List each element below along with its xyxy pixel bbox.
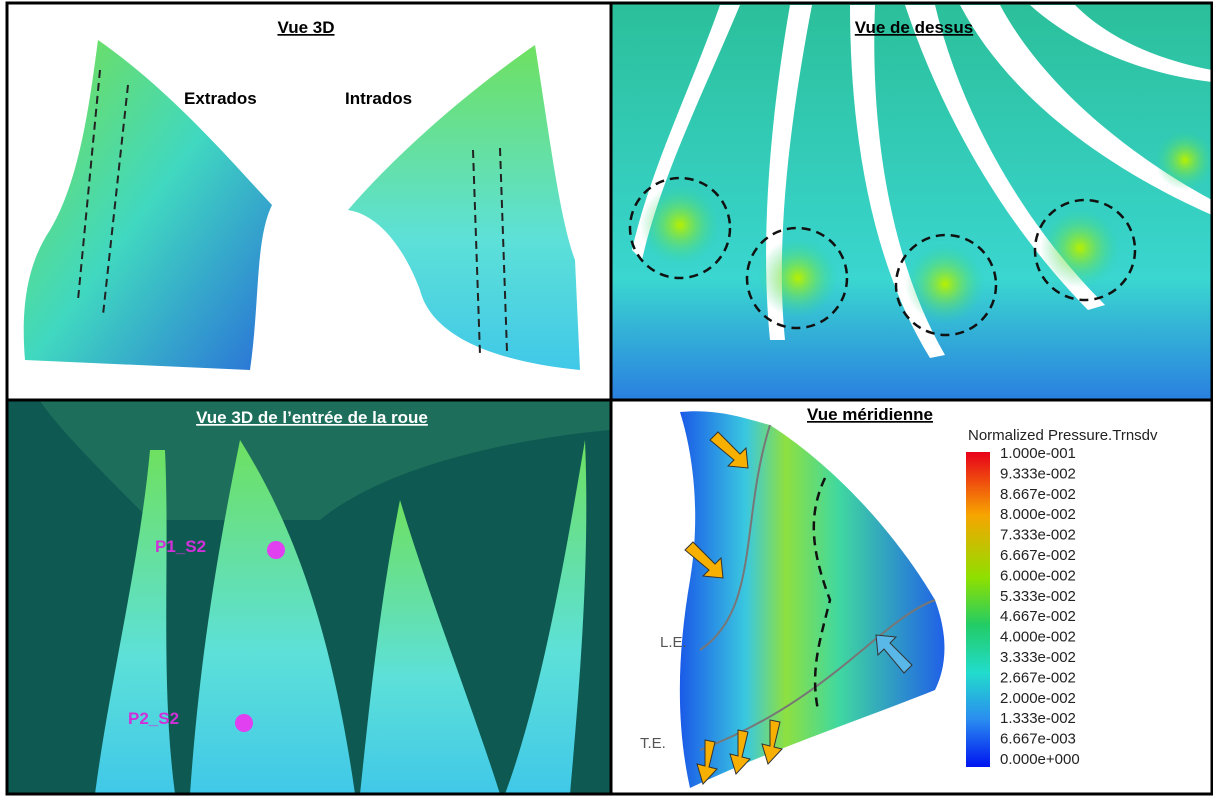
frame bbox=[5, 1, 1213, 796]
panel-title: Vue 3D de l’entrée de la roue bbox=[196, 408, 428, 427]
colorbar-label: 6.667e-002 bbox=[1000, 547, 1076, 564]
panel-title: Vue de dessus bbox=[855, 18, 973, 37]
meridional-view bbox=[679, 411, 945, 788]
panel-title: Vue méridienne bbox=[807, 405, 933, 424]
hot-spots bbox=[640, 130, 1213, 324]
dashed-line bbox=[812, 477, 832, 711]
colorbar-label: 1.333e-002 bbox=[1000, 710, 1076, 727]
label: Intrados bbox=[345, 89, 412, 108]
colorbar-label: 7.333e-002 bbox=[1000, 527, 1076, 544]
probe bbox=[235, 714, 253, 732]
arrows bbox=[684, 431, 783, 785]
colorbar-label: 9.333e-002 bbox=[1000, 465, 1076, 482]
edges bbox=[699, 424, 936, 751]
colorbar bbox=[966, 452, 990, 767]
dashed-circles bbox=[628, 176, 1137, 337]
colorbar-label: 5.333e-002 bbox=[1000, 588, 1076, 605]
blades bbox=[95, 440, 587, 794]
colorbar-label: 4.000e-002 bbox=[1000, 629, 1076, 646]
colorbar-label: 6.667e-003 bbox=[1000, 731, 1076, 748]
arrow bbox=[875, 634, 913, 674]
colorbar-label: 0.000e+000 bbox=[1000, 751, 1080, 768]
colorbar-label: 2.000e-002 bbox=[1000, 690, 1076, 707]
colorbar-label: 1.000e-001 bbox=[1000, 445, 1076, 462]
panel-title: Vue 3D bbox=[277, 18, 334, 37]
label: P1_S2 bbox=[155, 537, 206, 556]
hub bbox=[40, 401, 610, 520]
label: T.E. bbox=[640, 735, 666, 752]
blade-extrados bbox=[23, 40, 272, 370]
colorbar-label: 6.000e-002 bbox=[1000, 567, 1076, 584]
colorbar-label: 8.667e-002 bbox=[1000, 486, 1076, 503]
colorbar-label: 2.667e-002 bbox=[1000, 669, 1076, 686]
dashed-lines bbox=[77, 69, 508, 356]
blade-intrados bbox=[348, 45, 580, 370]
label: P2_S2 bbox=[128, 709, 179, 728]
label: L.E. bbox=[660, 634, 687, 651]
label: Extrados bbox=[184, 89, 257, 108]
probe bbox=[267, 541, 285, 559]
colorbar-label: 8.000e-002 bbox=[1000, 506, 1076, 523]
colorbar-title: Normalized Pressure.Trnsdv bbox=[968, 427, 1158, 444]
colorbar-label: 4.667e-002 bbox=[1000, 608, 1076, 625]
colorbar-label: 3.333e-002 bbox=[1000, 649, 1076, 666]
